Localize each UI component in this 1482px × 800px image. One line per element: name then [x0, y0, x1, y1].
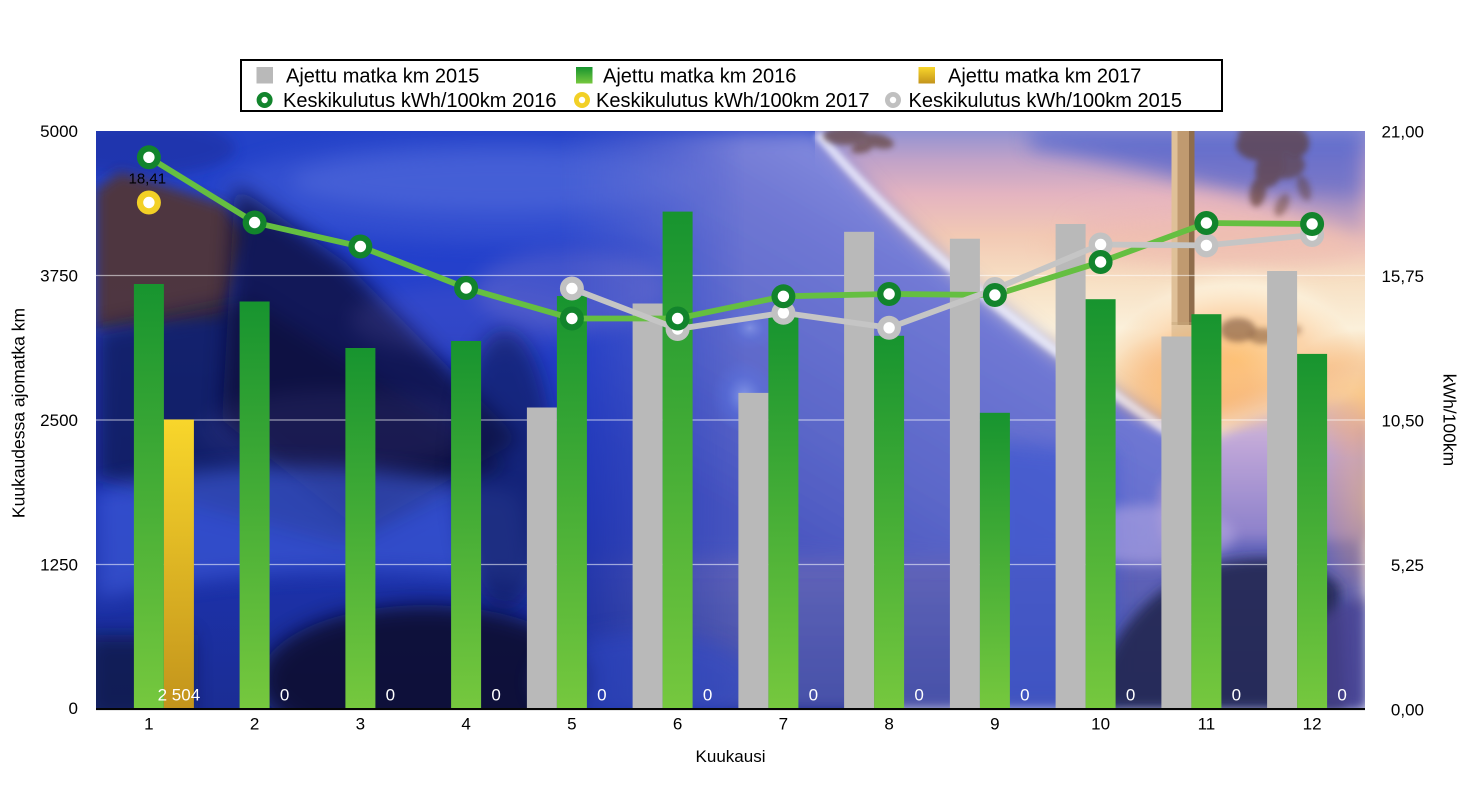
svg-text:3750: 3750 — [40, 267, 78, 286]
svg-text:0: 0 — [491, 686, 500, 705]
svg-text:0: 0 — [597, 686, 606, 705]
svg-text:3: 3 — [356, 715, 365, 734]
svg-text:18,41: 18,41 — [129, 171, 167, 188]
svg-text:Ajettu matka km 2015: Ajettu matka km 2015 — [286, 65, 479, 87]
svg-text:4: 4 — [461, 715, 470, 734]
svg-text:Ajettu matka km 2017: Ajettu matka km 2017 — [948, 65, 1141, 87]
svg-text:6: 6 — [673, 715, 682, 734]
svg-text:9: 9 — [990, 715, 999, 734]
svg-text:0: 0 — [703, 686, 712, 705]
svg-text:0: 0 — [69, 699, 78, 718]
svg-text:1: 1 — [144, 715, 153, 734]
svg-text:10,50: 10,50 — [1381, 412, 1424, 431]
svg-text:2: 2 — [250, 715, 259, 734]
svg-text:kWh/100km: kWh/100km — [1439, 374, 1459, 466]
svg-text:0: 0 — [386, 686, 395, 705]
svg-text:Kuukaudessa ajomatka km: Kuukaudessa ajomatka km — [9, 308, 29, 518]
svg-text:Keskikulutus kWh/100km 2015: Keskikulutus kWh/100km 2015 — [909, 90, 1182, 112]
svg-text:5: 5 — [567, 715, 576, 734]
svg-text:Kuukausi: Kuukausi — [696, 747, 766, 766]
svg-text:1250: 1250 — [40, 556, 78, 575]
svg-text:0: 0 — [280, 686, 289, 705]
svg-text:21,00: 21,00 — [1381, 123, 1424, 142]
svg-text:10: 10 — [1091, 715, 1110, 734]
svg-text:0: 0 — [1232, 686, 1241, 705]
svg-text:0: 0 — [1020, 686, 1029, 705]
svg-text:Ajettu matka km 2016: Ajettu matka km 2016 — [603, 65, 796, 87]
svg-text:11: 11 — [1198, 715, 1216, 734]
svg-text:0: 0 — [1126, 686, 1135, 705]
svg-text:0,00: 0,00 — [1391, 701, 1424, 720]
svg-text:5000: 5000 — [40, 122, 78, 141]
svg-text:Keskikulutus kWh/100km 2016: Keskikulutus kWh/100km 2016 — [283, 90, 556, 112]
svg-text:7: 7 — [779, 715, 788, 734]
svg-text:12: 12 — [1303, 715, 1322, 734]
svg-text:5,25: 5,25 — [1391, 556, 1424, 575]
svg-text:0: 0 — [1337, 686, 1346, 705]
svg-text:8: 8 — [884, 715, 893, 734]
svg-text:2 504: 2 504 — [158, 686, 201, 705]
svg-text:15,75: 15,75 — [1381, 267, 1424, 286]
svg-text:0: 0 — [914, 686, 923, 705]
svg-text:Keskikulutus kWh/100km 2017: Keskikulutus kWh/100km 2017 — [596, 90, 869, 112]
svg-text:2500: 2500 — [40, 411, 78, 430]
svg-text:0: 0 — [809, 686, 818, 705]
